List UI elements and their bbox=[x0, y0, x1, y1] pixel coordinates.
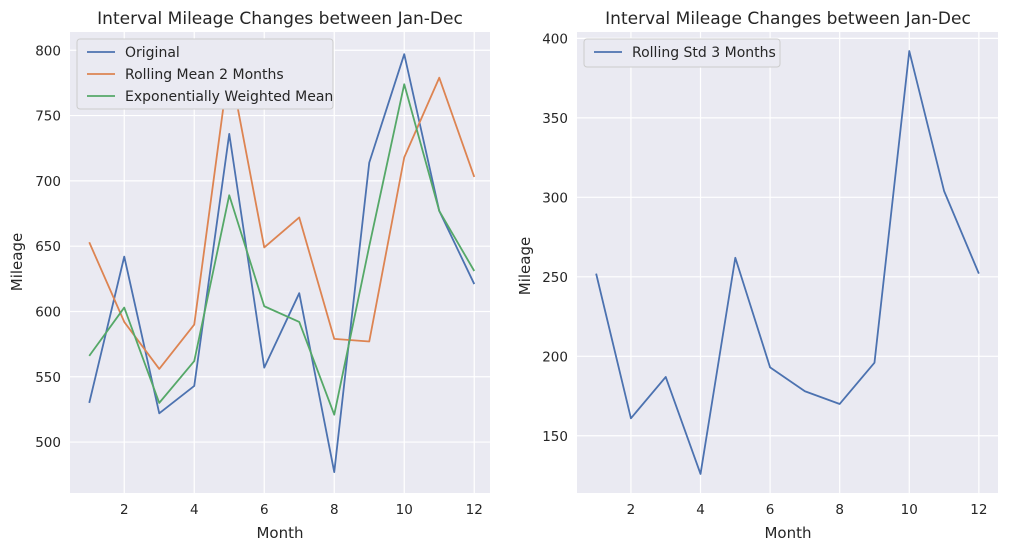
y-axis-label: Mileage bbox=[8, 233, 26, 291]
legend-label: Exponentially Weighted Mean bbox=[125, 89, 333, 105]
x-tick-label: 10 bbox=[396, 502, 413, 518]
grid bbox=[577, 32, 998, 493]
y-tick-label: 150 bbox=[542, 429, 568, 445]
x-tick-label: 10 bbox=[901, 502, 918, 518]
x-tick-label: 8 bbox=[835, 502, 844, 518]
series-lines bbox=[595, 50, 980, 475]
series-line bbox=[595, 50, 980, 475]
x-tick-labels: 2 4 6 8 10 12 bbox=[120, 502, 483, 518]
y-tick-label: 400 bbox=[542, 31, 568, 47]
y-tick-label: 350 bbox=[542, 111, 568, 127]
x-axis-label: Month bbox=[764, 524, 811, 542]
x-tick-label: 12 bbox=[466, 502, 483, 518]
series-line bbox=[88, 62, 476, 370]
y-axis-label: Mileage bbox=[516, 237, 534, 295]
series-lines bbox=[88, 53, 476, 474]
x-tick-label: 2 bbox=[627, 502, 636, 518]
chart-title: Interval Mileage Changes between Jan-Dec bbox=[605, 9, 971, 29]
series-line bbox=[88, 83, 476, 416]
y-tick-labels: 150 200 250 300 350 400 bbox=[542, 31, 568, 444]
x-tick-label: 12 bbox=[970, 502, 987, 518]
y-tick-label: 500 bbox=[35, 435, 61, 451]
y-tick-label: 300 bbox=[542, 190, 568, 206]
x-axis-label: Month bbox=[256, 524, 303, 542]
y-tick-label: 750 bbox=[35, 109, 61, 125]
y-tick-label: 800 bbox=[35, 43, 61, 59]
right-subplot: 2 4 6 8 10 12 150 200 250 300 350 400 Interval Mil… bbox=[516, 9, 998, 542]
y-tick-label: 650 bbox=[35, 239, 61, 255]
left-subplot: 2 4 6 8 10 12 500 550 600 650 700 750 800 Interval … bbox=[8, 9, 490, 542]
x-tick-label: 2 bbox=[120, 502, 129, 518]
legend-label: Rolling Mean 2 Months bbox=[125, 67, 284, 83]
y-tick-label: 550 bbox=[35, 370, 61, 386]
x-tick-label: 4 bbox=[190, 502, 199, 518]
legend-label: Original bbox=[125, 45, 180, 61]
chart-title: Interval Mileage Changes between Jan-Dec bbox=[97, 9, 463, 29]
plot-area bbox=[577, 32, 998, 493]
x-tick-label: 4 bbox=[696, 502, 705, 518]
y-tick-labels: 500 550 600 650 700 750 800 bbox=[35, 43, 61, 451]
legend-box bbox=[76, 38, 334, 110]
x-tick-label: 8 bbox=[330, 502, 339, 518]
y-tick-label: 250 bbox=[542, 270, 568, 286]
x-tick-label: 6 bbox=[260, 502, 269, 518]
legend: Original Rolling Mean 2 Months Exponential… bbox=[76, 38, 334, 110]
y-tick-label: 600 bbox=[35, 304, 61, 320]
y-tick-label: 200 bbox=[542, 349, 568, 365]
legend: Rolling Std 3 Months bbox=[583, 38, 781, 68]
legend-box bbox=[583, 38, 781, 68]
x-tick-label: 6 bbox=[766, 502, 775, 518]
y-tick-label: 700 bbox=[35, 174, 61, 190]
x-tick-labels: 2 4 6 8 10 12 bbox=[627, 502, 988, 518]
legend-label: Rolling Std 3 Months bbox=[632, 45, 776, 61]
